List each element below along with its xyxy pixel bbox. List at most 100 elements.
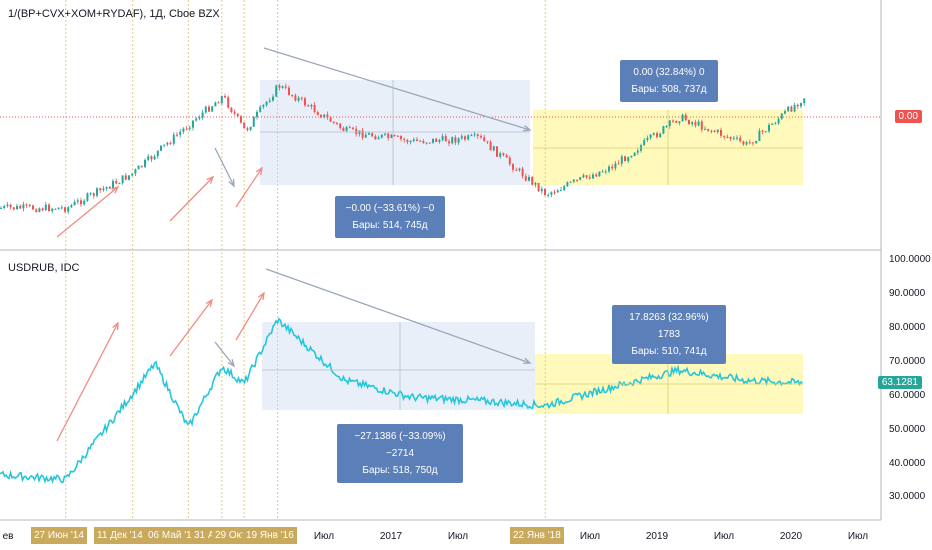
candle-body: [528, 177, 530, 181]
y-tick-100: 100.0000: [889, 254, 931, 265]
bottom-arrow-grey-2-head: [522, 357, 532, 365]
candle-body: [764, 131, 767, 133]
candle-body: [585, 175, 588, 178]
top-price-tag: 0.00: [894, 110, 922, 123]
y-tick-80: 80.0000: [889, 322, 926, 333]
candle-body: [352, 127, 354, 129]
candle-body: [416, 139, 418, 141]
candle-body: [288, 87, 290, 95]
candle-body: [803, 98, 806, 104]
candle-body: [624, 156, 626, 162]
candle-body: [153, 156, 156, 160]
candle-body: [796, 104, 799, 107]
candle-body: [547, 194, 550, 196]
x-label-6: Июл: [713, 531, 735, 542]
candle-body: [732, 137, 735, 139]
candle-body: [176, 134, 178, 136]
candle-body: [275, 85, 278, 97]
y-tick-70: 70.0000: [889, 356, 926, 367]
candle-body: [787, 106, 790, 112]
candle-body: [636, 150, 639, 153]
candle-body: [396, 135, 399, 137]
candle-body: [32, 205, 34, 210]
candle-body: [240, 116, 242, 123]
candle-body: [214, 102, 217, 107]
top-measure-down-line2: Бары: 514, 745д: [352, 220, 428, 231]
candle-body: [220, 95, 223, 104]
candle-body: [505, 155, 508, 158]
candle-body: [387, 133, 390, 138]
date-tag-6: 22 Янв '18: [510, 527, 564, 544]
bottom-measure-down-box: −27.1386 (−33.09%) −2714 Бары: 518, 750д: [337, 424, 463, 483]
candle-body: [531, 177, 534, 185]
candle-body: [649, 134, 652, 138]
bottom-panel-title: USDRUB, IDC: [8, 262, 80, 274]
candle-body: [435, 138, 438, 143]
bottom-arrow-red-3-head: [257, 291, 265, 301]
candle-body: [323, 114, 326, 118]
candle-body: [9, 204, 12, 208]
candle-body: [563, 186, 566, 191]
candle-body: [614, 163, 617, 169]
candle-body: [211, 106, 214, 112]
candle-body: [249, 126, 252, 130]
candle-body: [489, 141, 492, 151]
candle-body: [627, 157, 630, 162]
candle-body: [131, 173, 134, 176]
candle-body: [771, 123, 774, 125]
candle-body: [748, 142, 751, 144]
candle-body: [726, 136, 729, 138]
candle-body: [67, 207, 70, 212]
top-measure-up-box: 0.00 (32.84%) 0 Бары: 508, 737д: [620, 60, 718, 102]
candle-body: [480, 136, 482, 138]
top-measure-down-box: −0.00 (−33.61%) −0 Бары: 514, 745д: [335, 196, 445, 238]
y-tick-60: 60.0000: [889, 390, 926, 401]
candle-body: [492, 146, 495, 151]
candle-body: [374, 136, 377, 140]
candle-body: [774, 123, 777, 125]
candle-body: [524, 176, 527, 181]
candle-body: [102, 188, 105, 191]
candle-body: [118, 183, 121, 185]
candle-body: [35, 209, 38, 212]
candle-body: [672, 120, 674, 122]
bottom-measure-down-line2: Бары: 518, 750д: [362, 465, 438, 476]
x-label-7: 2020: [779, 531, 803, 542]
candle-body: [566, 182, 569, 187]
date-tag-4: 29 Окт: [212, 527, 249, 544]
candle-body: [86, 193, 89, 201]
candle-body: [467, 135, 470, 140]
candle-body: [428, 142, 431, 144]
candle-body: [361, 130, 364, 138]
candle-body: [496, 146, 498, 157]
candle-body: [752, 142, 754, 144]
candle-body: [19, 205, 22, 209]
candle-body: [262, 104, 265, 107]
x-label-0: ев: [2, 531, 14, 542]
candle-body: [291, 94, 294, 96]
date-tag-1: 11 Дек '14: [94, 527, 146, 544]
candle-body: [451, 137, 454, 144]
candle-body: [432, 138, 434, 143]
candle-body: [656, 133, 658, 138]
top-arrow-red-2: [169, 176, 214, 222]
candle-body: [425, 142, 428, 144]
candle-body: [57, 207, 60, 210]
candle-body: [595, 174, 598, 177]
candle-body: [700, 121, 703, 130]
candle-body: [608, 166, 610, 172]
candle-body: [713, 130, 716, 133]
candle-body: [326, 114, 329, 118]
bottom-measure-up-line1: 17.8263 (32.96%) 1783: [629, 312, 709, 340]
top-arrow-red-3: [235, 167, 263, 208]
candle-body: [710, 130, 713, 132]
y-tick-90: 90.0000: [889, 288, 926, 299]
candle-body: [0, 207, 2, 209]
candle-body: [224, 95, 226, 98]
candle-body: [144, 159, 146, 167]
candle-body: [96, 188, 98, 196]
candle-body: [521, 168, 524, 177]
candle-body: [675, 120, 678, 123]
